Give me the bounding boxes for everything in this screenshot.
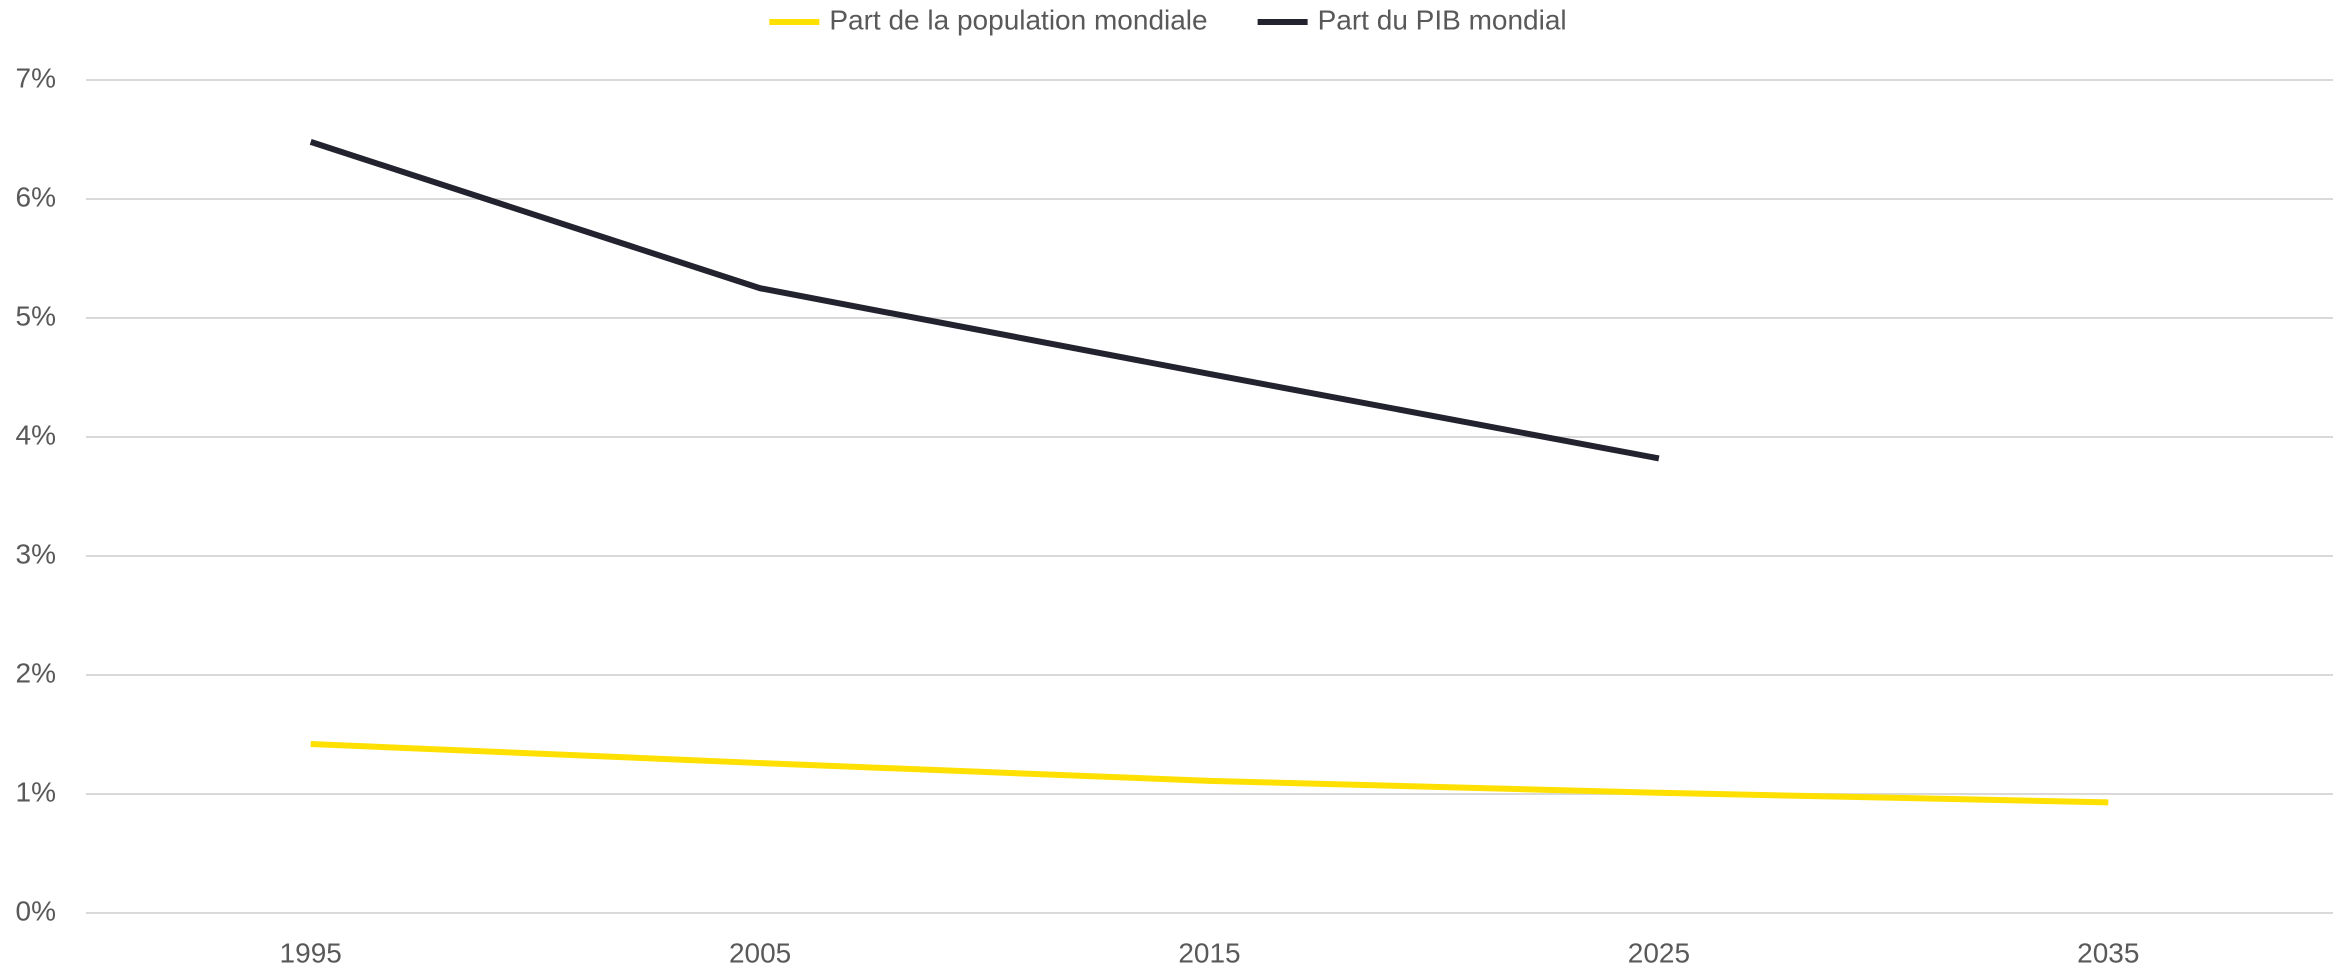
y-tick-label: 1% [16,776,56,807]
y-tick-label: 7% [16,62,56,93]
y-tick-label: 2% [16,657,56,688]
y-tick-label: 0% [16,895,56,926]
y-tick-label: 5% [16,300,56,331]
legend-label: Part de la population mondiale [829,4,1207,35]
y-tick-label: 6% [16,181,56,212]
x-tick-label: 2015 [1178,937,1240,968]
legend-label: Part du PIB mondial [1318,4,1567,35]
series-line [309,139,1660,462]
y-tick-label: 3% [16,538,56,569]
x-tick-label: 2035 [2077,937,2139,968]
x-tick-label: 2005 [729,937,791,968]
y-tick-label: 4% [16,419,56,450]
x-tick-label: 2025 [1628,937,1690,968]
series-line [310,741,2109,806]
x-tick-label: 1995 [280,937,342,968]
